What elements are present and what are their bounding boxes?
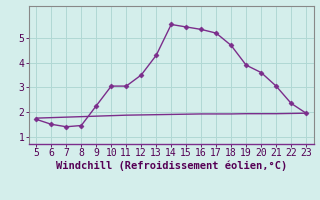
X-axis label: Windchill (Refroidissement éolien,°C): Windchill (Refroidissement éolien,°C) bbox=[56, 161, 287, 171]
